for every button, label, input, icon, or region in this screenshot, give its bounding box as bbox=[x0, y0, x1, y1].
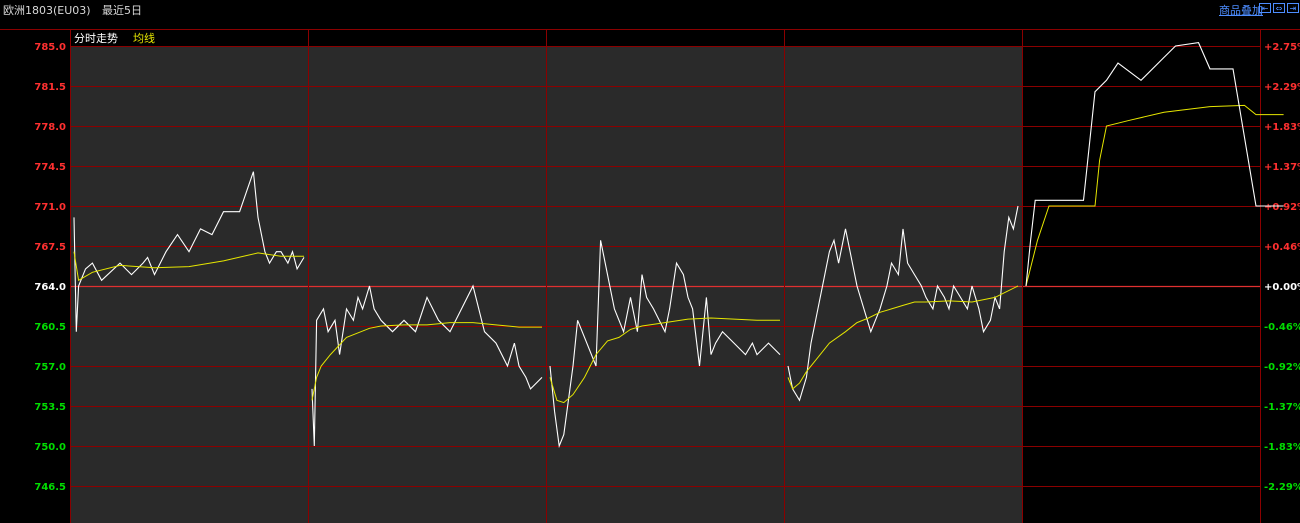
expand-horizontal-icon[interactable]: ⇔ bbox=[1273, 3, 1285, 13]
y-tick-right: +2.29% bbox=[1264, 82, 1300, 93]
y-tick-left: 750.0 bbox=[34, 442, 66, 453]
y-tick-right: -0.92% bbox=[1264, 362, 1300, 373]
y-tick-left: 760.5 bbox=[34, 322, 66, 333]
chart-title-bar: 欧洲1803(EU03) 最近5日 商品叠加 ⇤ ⇔ ⇥ bbox=[0, 0, 1300, 29]
average-line-day bbox=[549, 317, 780, 404]
price-line-current bbox=[1025, 41, 1284, 287]
price-line-day bbox=[787, 205, 1019, 402]
y-tick-right: -2.29% bbox=[1264, 482, 1300, 493]
y-tick-right: +0.46% bbox=[1264, 242, 1300, 253]
series-lines bbox=[73, 41, 1284, 449]
commodity-overlay-link[interactable]: 商品叠加 bbox=[1219, 4, 1263, 17]
price-line-day bbox=[73, 171, 305, 332]
chart-grid bbox=[0, 29, 1300, 523]
price-line-day bbox=[549, 240, 781, 449]
shrink-left-icon[interactable]: ⇤ bbox=[1259, 3, 1271, 13]
y-tick-left: 771.0 bbox=[34, 202, 66, 213]
average-line-day bbox=[311, 322, 542, 401]
legend-average: 均线 bbox=[133, 32, 155, 45]
y-tick-right: +1.37% bbox=[1264, 162, 1300, 173]
y-tick-left: 778.0 bbox=[34, 122, 66, 133]
symbol-title: 欧洲1803(EU03) bbox=[3, 4, 91, 17]
y-tick-right: -1.37% bbox=[1264, 402, 1300, 413]
y-tick-left: 757.0 bbox=[34, 362, 66, 373]
right-percent-axis: +2.75% +2.29% +1.83% +1.37% +0.92% +0.46% +0.0… bbox=[1264, 42, 1300, 493]
y-tick-left: 774.5 bbox=[34, 162, 66, 173]
y-tick-left: 785.0 bbox=[34, 42, 66, 53]
y-tick-left: 781.5 bbox=[34, 82, 66, 93]
average-line-day bbox=[787, 285, 1019, 390]
y-tick-right: +0.00% bbox=[1264, 282, 1300, 293]
y-tick-right: -0.46% bbox=[1264, 322, 1300, 333]
range-title[interactable]: 最近5日 bbox=[102, 4, 142, 17]
price-line-day bbox=[311, 284, 543, 447]
average-line-day bbox=[73, 251, 304, 282]
y-tick-left: 764.0 bbox=[34, 282, 66, 293]
y-tick-left: 746.5 bbox=[34, 482, 66, 493]
y-tick-left: 767.5 bbox=[34, 242, 66, 253]
y-tick-right: +1.83% bbox=[1264, 122, 1300, 133]
y-tick-right: -1.83% bbox=[1264, 442, 1300, 453]
restore-icon[interactable]: ⇥ bbox=[1287, 3, 1299, 13]
y-tick-right: +0.92% bbox=[1264, 202, 1300, 213]
legend-price: 分时走势 bbox=[74, 32, 118, 45]
left-price-axis: 785.0 781.5 778.0 774.5 771.0 767.5 764.0 760.5… bbox=[34, 42, 66, 493]
average-line-current bbox=[1025, 104, 1284, 287]
y-tick-left: 753.5 bbox=[34, 402, 66, 413]
y-tick-right: +2.75% bbox=[1264, 42, 1300, 53]
